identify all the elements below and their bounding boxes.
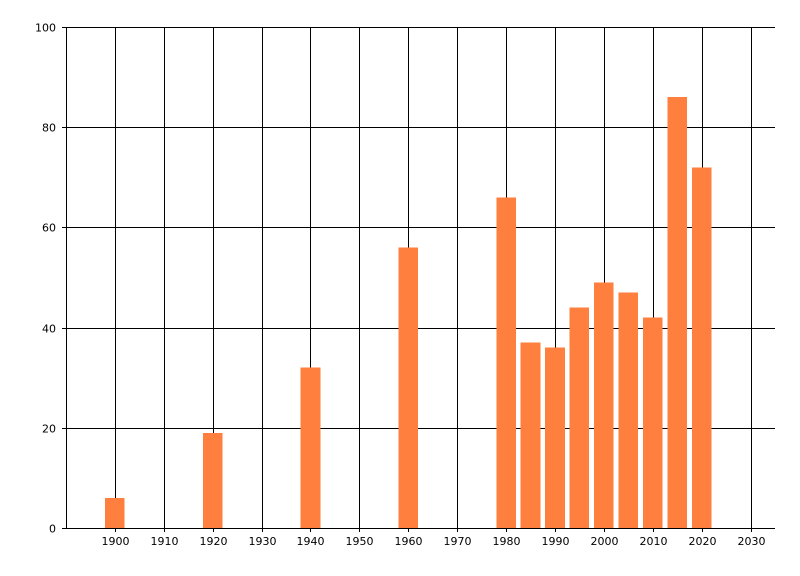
x-tick-label: 1900 <box>102 535 130 548</box>
y-tick-label: 20 <box>42 423 56 436</box>
bar <box>520 342 541 528</box>
x-tick-label: 2020 <box>689 535 717 548</box>
bars <box>105 97 712 529</box>
x-tick-label: 2010 <box>640 535 668 548</box>
y-tick-label: 100 <box>35 22 56 35</box>
x-tick-label: 1980 <box>493 535 521 548</box>
x-tick-label: 1960 <box>395 535 423 548</box>
bar <box>667 97 687 528</box>
y-axis-tick-labels: 0 20 40 60 80 100 <box>35 22 56 536</box>
bar <box>618 292 639 528</box>
bar <box>545 347 565 528</box>
bar <box>594 282 614 528</box>
x-tick-label: 1910 <box>151 535 179 548</box>
bar <box>496 197 516 529</box>
y-tick-label: 60 <box>42 222 56 235</box>
y-tick-label: 40 <box>42 323 56 336</box>
bar <box>202 432 223 528</box>
x-tick-label: 2030 <box>738 535 766 548</box>
bar <box>569 307 590 528</box>
y-tick-label: 0 <box>49 523 56 536</box>
x-axis-tick-labels: 1900 1910 1920 1930 1940 1950 1960 1970 1980 1990… <box>102 535 766 548</box>
x-tick-label: 1930 <box>249 535 277 548</box>
x-tick-label: 1920 <box>200 535 228 548</box>
bar <box>643 317 663 528</box>
x-tick-label: 1950 <box>346 535 374 548</box>
bar <box>691 167 712 529</box>
bar <box>105 497 125 528</box>
x-tick-label: 2000 <box>591 535 619 548</box>
bar <box>398 247 419 528</box>
x-tick-label: 1970 <box>444 535 472 548</box>
x-tick-label: 1990 <box>542 535 570 548</box>
axes <box>66 27 775 529</box>
x-tick-label: 1940 <box>297 535 325 548</box>
bar <box>300 367 321 528</box>
y-tick-label: 80 <box>42 122 56 135</box>
